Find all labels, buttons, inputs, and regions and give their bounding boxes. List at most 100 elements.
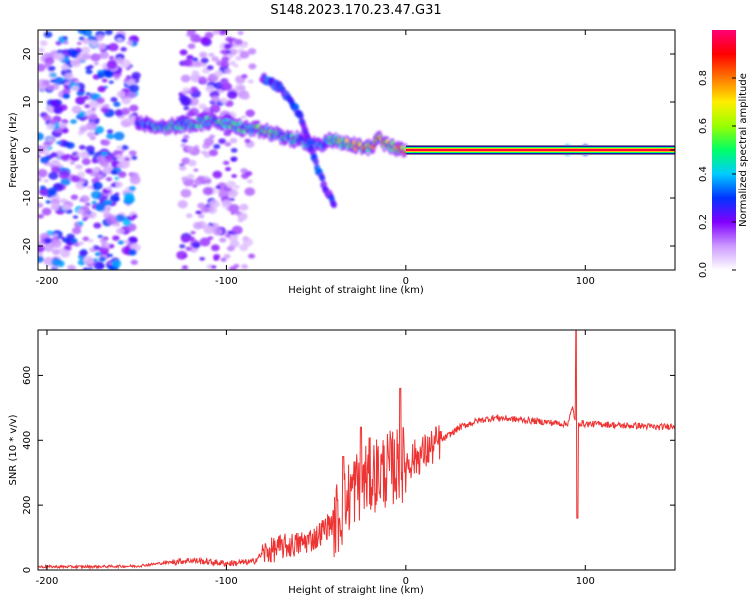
noise-blob bbox=[223, 161, 230, 165]
noise-blob bbox=[97, 174, 104, 179]
noise-blob bbox=[187, 43, 196, 50]
noise-blob bbox=[220, 257, 227, 262]
colorbar-gradient bbox=[712, 30, 736, 270]
noise-blob bbox=[237, 30, 244, 35]
noise-blob bbox=[56, 141, 62, 145]
noise-blob bbox=[191, 241, 201, 249]
noise-blob bbox=[110, 183, 116, 188]
noise-blob bbox=[117, 240, 125, 245]
noise-blob bbox=[193, 61, 202, 68]
noise-blob bbox=[241, 74, 248, 79]
noise-blob bbox=[72, 59, 81, 66]
noise-blob bbox=[124, 117, 131, 122]
noise-blob bbox=[233, 264, 240, 268]
branch-blob bbox=[297, 112, 304, 120]
noise-blob bbox=[199, 36, 210, 45]
noise-blob bbox=[38, 132, 44, 141]
noise-blob bbox=[221, 56, 230, 63]
spectrogram-x-tick-label: -200 bbox=[36, 276, 59, 287]
noise-blob bbox=[182, 134, 190, 140]
noise-blob bbox=[114, 176, 120, 180]
noise-blob bbox=[245, 109, 255, 117]
noise-blob bbox=[43, 31, 53, 38]
noise-blob bbox=[115, 214, 125, 223]
colorbar-tick: 0.8 bbox=[698, 70, 736, 86]
noise-blob bbox=[64, 245, 71, 251]
noise-blob bbox=[81, 53, 91, 60]
noise-blob bbox=[230, 147, 238, 153]
noise-blob bbox=[207, 206, 217, 214]
noise-blob bbox=[90, 53, 101, 62]
colorbar-ticks: 0.0 0.2 0.4 0.6 0.8 bbox=[698, 70, 736, 278]
snr-x-tick: 0 bbox=[403, 330, 409, 587]
noise-blob bbox=[49, 118, 58, 125]
noise-blob bbox=[186, 30, 197, 35]
noise-blob bbox=[78, 145, 86, 150]
noise-blob bbox=[203, 225, 215, 234]
noise-blob bbox=[60, 177, 71, 186]
noise-blob bbox=[234, 38, 243, 45]
noise-blob bbox=[241, 264, 249, 270]
noise-blob bbox=[212, 228, 223, 236]
noise-blob bbox=[224, 167, 232, 172]
noise-blob bbox=[62, 88, 71, 95]
noise-blob bbox=[87, 239, 94, 243]
colorbar-tick-label: 0.2 bbox=[698, 214, 709, 230]
noise-blob bbox=[38, 47, 45, 53]
snr-frame bbox=[37, 329, 676, 571]
noise-blob bbox=[87, 150, 95, 156]
noise-blob bbox=[38, 177, 42, 182]
noise-blob bbox=[188, 236, 196, 242]
noise-blob bbox=[189, 33, 201, 43]
noise-blob bbox=[78, 249, 88, 257]
noise-blob bbox=[82, 183, 88, 187]
spectrogram-x-tick-label: 0 bbox=[403, 276, 409, 287]
branch-blob bbox=[319, 174, 326, 182]
noise-blob bbox=[131, 71, 141, 80]
snr-y-tick: 600 bbox=[22, 366, 675, 385]
noise-blob bbox=[50, 159, 61, 168]
noise-blob bbox=[64, 72, 74, 81]
noise-blob bbox=[210, 265, 217, 269]
noise-blob bbox=[85, 69, 93, 75]
noise-blob bbox=[61, 64, 70, 71]
noise-blob bbox=[97, 158, 107, 165]
noise-blob bbox=[199, 257, 206, 261]
noise-blob bbox=[43, 178, 50, 183]
spectrogram-energy bbox=[38, 30, 590, 270]
noise-blob bbox=[219, 97, 228, 104]
noise-blob bbox=[96, 37, 103, 42]
noise-blob bbox=[77, 30, 87, 35]
noise-blob bbox=[54, 52, 65, 61]
snr-y-tick-label: 600 bbox=[22, 366, 33, 385]
noise-blob bbox=[114, 181, 124, 188]
noise-blob bbox=[42, 114, 52, 122]
noise-blob bbox=[38, 168, 48, 178]
noise-blob bbox=[209, 199, 220, 209]
noise-blob bbox=[46, 123, 56, 131]
colorbar-tick: 0.2 bbox=[698, 214, 736, 230]
noise-blob bbox=[77, 209, 85, 215]
noise-blob bbox=[77, 241, 84, 246]
noise-blob bbox=[237, 212, 248, 221]
noise-blob bbox=[102, 139, 111, 146]
noise-blob bbox=[71, 85, 80, 92]
colorbar-tick: 0.0 bbox=[698, 262, 736, 278]
noise-blob bbox=[224, 68, 232, 74]
snr-x-tick-label: 100 bbox=[576, 576, 595, 587]
noise-blob bbox=[96, 72, 105, 79]
noise-blob bbox=[61, 203, 71, 211]
snr-plot-area bbox=[38, 330, 675, 570]
colorbar-tick-label: 0.4 bbox=[698, 166, 709, 182]
noise-blob bbox=[47, 187, 57, 195]
noise-blob bbox=[211, 56, 219, 62]
noise-blob bbox=[65, 154, 71, 158]
noise-blob bbox=[75, 181, 86, 190]
noise-blob bbox=[118, 159, 130, 169]
noise-blob bbox=[80, 195, 90, 203]
colorbar: 0.0 0.2 0.4 0.6 0.8 Normalized spectral ampl… bbox=[698, 30, 749, 278]
noise-blob bbox=[82, 267, 90, 270]
noise-blob bbox=[38, 202, 44, 208]
noise-blob bbox=[92, 167, 100, 173]
